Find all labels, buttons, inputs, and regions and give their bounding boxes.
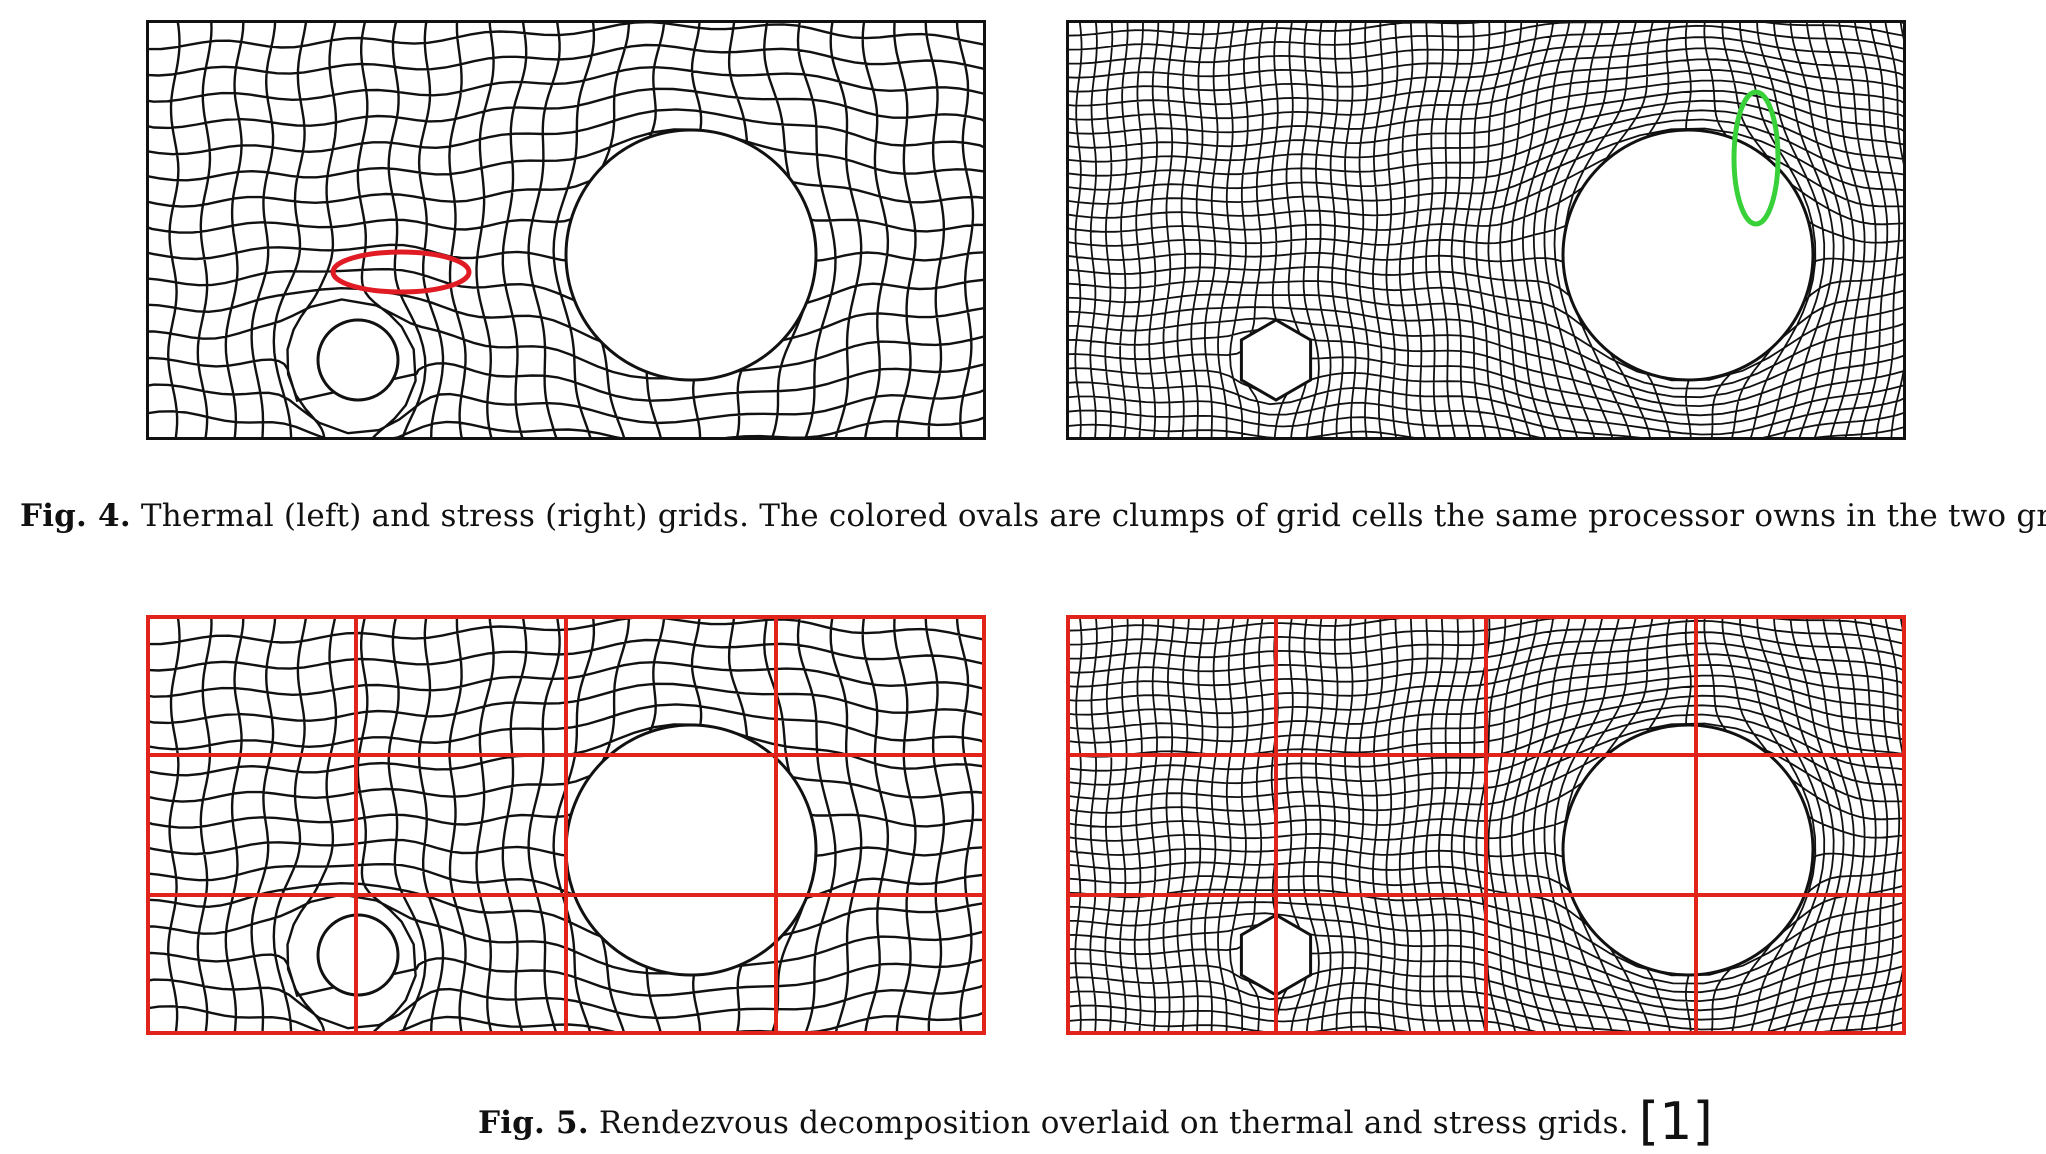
circular-hole [564,128,818,382]
rendezvous-decomposition [146,615,986,1035]
fig4-caption: Fig. 4. Thermal (left) and stress (right… [20,498,2046,534]
fig4-stress-grid [1066,20,1906,440]
fig5-caption-text: Rendezvous decomposition overlaid on the… [598,1105,1629,1141]
hexagonal-hole [1239,318,1313,402]
decomposition-boundary [1066,615,1906,1035]
fig5-label: Fig. 5. [478,1105,589,1141]
stress-grid-svg [1066,20,1906,440]
processor-clump-oval [1731,89,1781,227]
circular-hole [1561,723,1815,977]
processor-clump-oval [330,249,472,295]
mesh-lines [146,20,986,440]
domain-boundary [146,20,986,440]
rendezvous-decomposition [1066,615,1906,1035]
decomposition-boundary [146,615,986,1035]
fig5-stress-grid-overlay [1066,615,1906,1035]
thermal-grid-svg [146,20,986,440]
fig5-thermal-grid-overlay [146,615,986,1035]
fig4-caption-text: Thermal (left) and stress (right) grids.… [140,498,2046,534]
circular-hole [316,318,400,402]
thermal-overlay-svg [146,615,986,1035]
mesh-lines [146,615,986,1035]
stress-overlay-svg [1066,615,1906,1035]
mesh-lines [1066,615,1906,1035]
fig5-caption: Fig. 5. Rendezvous decomposition overlai… [478,1092,1713,1152]
fig4-label: Fig. 4. [20,498,131,534]
fig4-thermal-grid [146,20,986,440]
mesh-lines [1066,20,1906,440]
circular-hole [1561,128,1815,382]
reference-marker: [1] [1638,1092,1714,1152]
domain-boundary [1066,20,1906,440]
